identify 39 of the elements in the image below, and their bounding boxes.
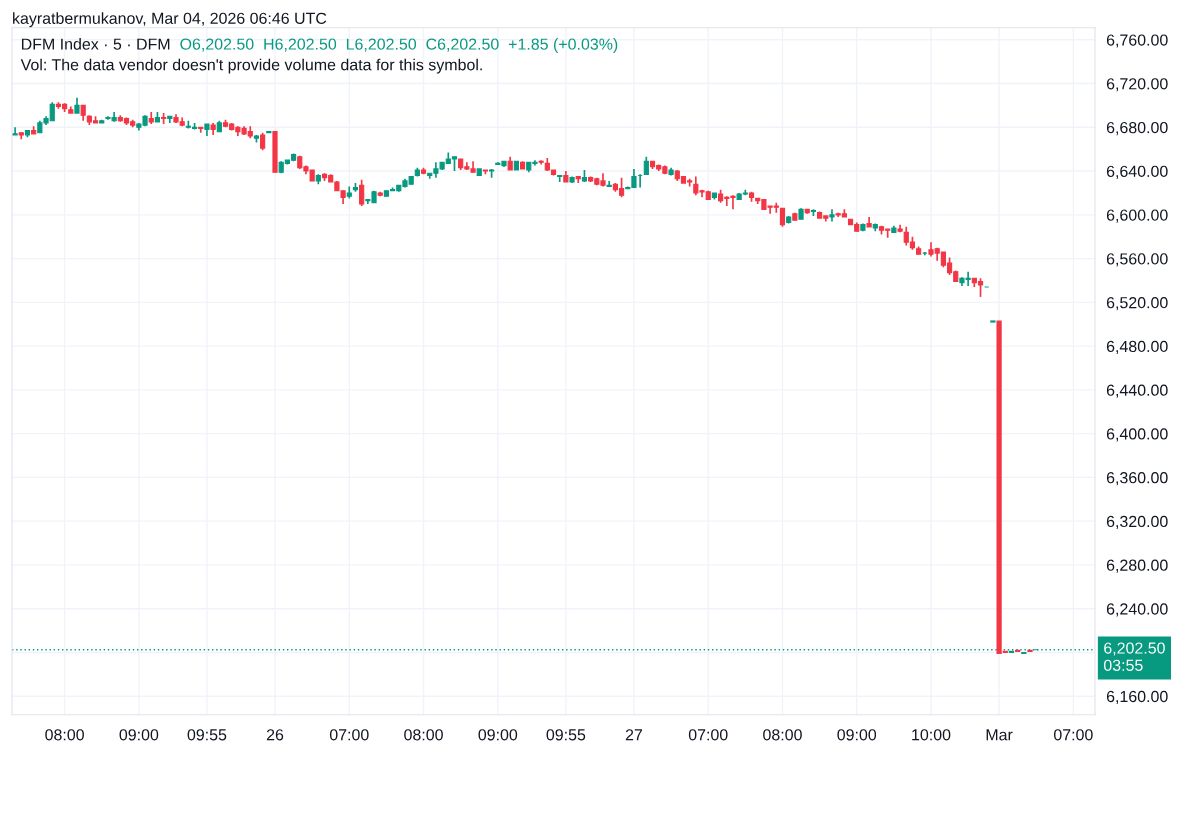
x-tick-label: 08:00 [45, 729, 84, 741]
y-tick-label: 6,440.00 [1106, 384, 1168, 398]
x-tick-label: 07:00 [329, 729, 369, 741]
y-tick-label: 6,520.00 [1106, 296, 1168, 311]
text: kayratbermukanov, Mar 04, 2026 06:46 UTC [13, 12, 327, 28]
text: DFM Index · 5 · DFM [21, 38, 170, 50]
annotation: Vol: The data vendor doesn't provide volume data for this symbol. [20, 58, 482, 74]
x-tick-label: 26 [266, 729, 284, 741]
candlestick [12, 126, 18, 136]
candlestick [359, 178, 365, 207]
y-tick-label: 6,720.00 [1106, 78, 1168, 92]
x-tick-label: 09:00 [478, 729, 518, 741]
y-tick-label: 6,160.00 [1106, 690, 1168, 705]
x-tick-label: 09:00 [837, 729, 877, 741]
y-tick-label: 6,560.00 [1106, 253, 1168, 267]
x-tick-label: 09:55 [546, 729, 586, 741]
y-tick-label: 6,400.00 [1106, 428, 1168, 442]
x-tick-label: 07:00 [688, 729, 728, 741]
x-tick-label: 08:00 [404, 729, 443, 741]
x-tick-label: 10:00 [912, 729, 951, 741]
y-tick-label: 6,360.00 [1106, 472, 1168, 486]
x-tick-label: 27 [625, 729, 643, 741]
y-tick-label: 6,680.00 [1106, 121, 1168, 136]
ref-line-label: 6,202.50 03:55 [1103, 642, 1165, 671]
y-tick-label: 6,760.00 [1106, 34, 1168, 48]
y-tick-label: 6,320.00 [1106, 515, 1168, 529]
x-tick-label: 09:00 [119, 729, 159, 741]
candlestick [557, 174, 563, 183]
x-tick-label: 09:55 [187, 729, 227, 741]
x-tick-label: 08:00 [763, 729, 802, 741]
y-tick-label: 6,640.00 [1106, 165, 1168, 179]
y-tick-label: 6,600.00 [1106, 209, 1168, 223]
y-tick-label: 6,240.00 [1106, 603, 1168, 617]
x-tick-label: 07:00 [1053, 729, 1093, 741]
y-tick-label: 6,280.00 [1106, 559, 1168, 573]
text: O6,202.50 H6,202.50 L6,202.50 C6,202.50 +1.85 (+0.03%) [180, 38, 618, 53]
x-tick-label: Mar [986, 729, 1013, 741]
candlestick [779, 207, 786, 228]
y-tick-label: 6,480.00 [1106, 340, 1168, 354]
